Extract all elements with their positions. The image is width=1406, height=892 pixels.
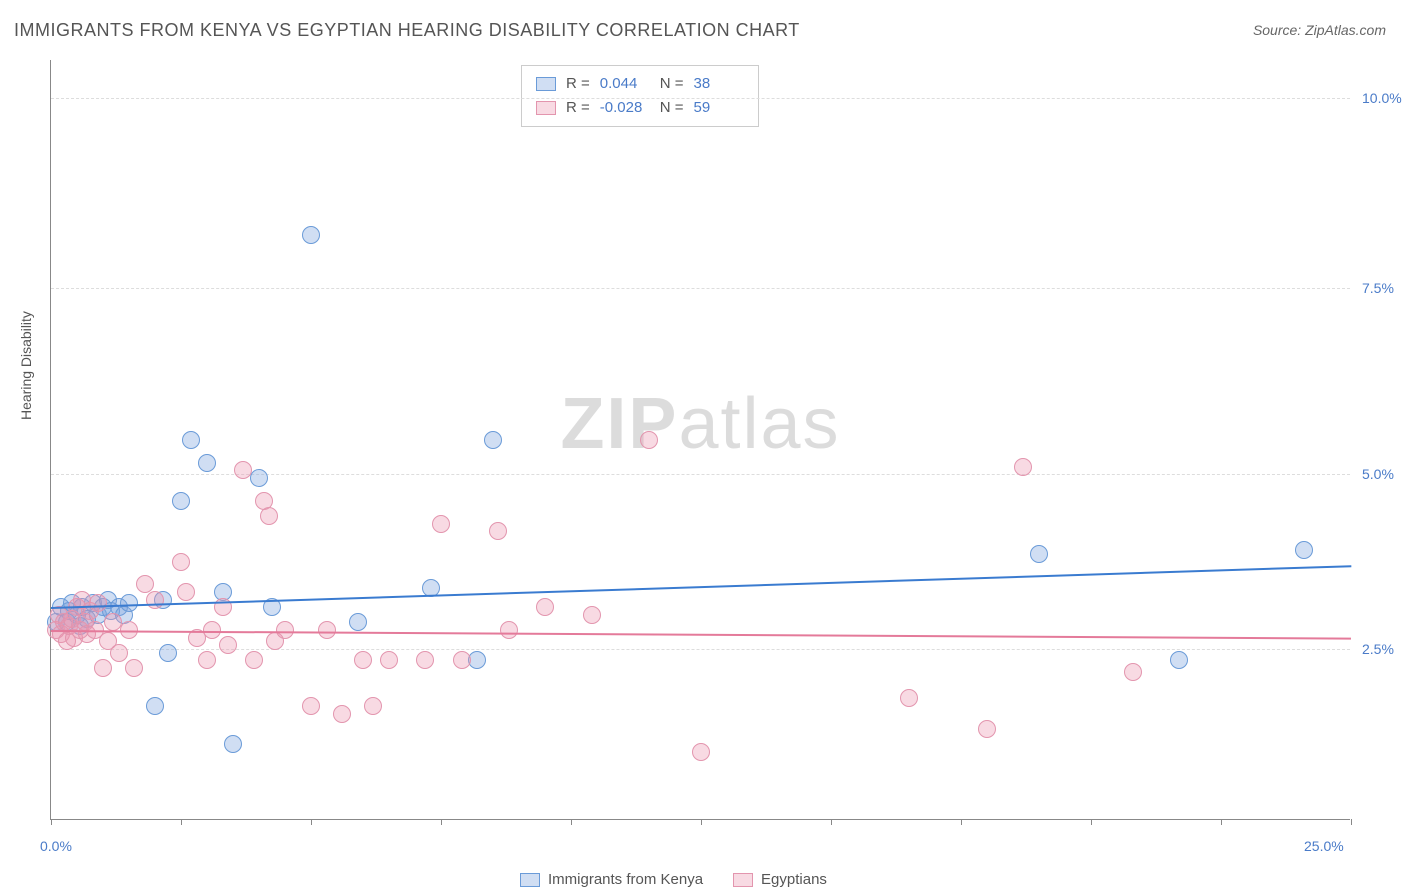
data-point bbox=[500, 621, 518, 639]
swatch-a bbox=[520, 873, 540, 887]
bottom-legend: Immigrants from Kenya Egyptians bbox=[520, 871, 827, 888]
y-tick-label: 7.5% bbox=[1362, 280, 1394, 296]
data-point bbox=[900, 689, 918, 707]
data-point bbox=[234, 461, 252, 479]
data-point bbox=[468, 651, 486, 669]
data-point bbox=[364, 697, 382, 715]
data-point bbox=[432, 515, 450, 533]
data-point bbox=[536, 598, 554, 616]
swatch-series-a bbox=[536, 77, 556, 91]
data-point bbox=[380, 651, 398, 669]
data-point bbox=[583, 606, 601, 624]
data-point bbox=[245, 651, 263, 669]
data-point bbox=[146, 591, 164, 609]
swatch-series-b bbox=[536, 101, 556, 115]
gridline bbox=[51, 288, 1350, 289]
gridline bbox=[51, 98, 1350, 99]
source-name: ZipAtlas.com bbox=[1305, 22, 1386, 38]
r-val-b: -0.028 bbox=[600, 96, 650, 120]
swatch-b bbox=[733, 873, 753, 887]
chart-title: IMMIGRANTS FROM KENYA VS EGYPTIAN HEARIN… bbox=[14, 20, 800, 41]
x-tick bbox=[571, 819, 572, 825]
x-tick bbox=[1091, 819, 1092, 825]
data-point bbox=[1295, 541, 1313, 559]
n-label-a: N = bbox=[660, 72, 684, 96]
data-point bbox=[1124, 663, 1142, 681]
data-point bbox=[250, 469, 268, 487]
data-point bbox=[276, 621, 294, 639]
y-tick-label: 10.0% bbox=[1362, 90, 1402, 106]
data-point bbox=[978, 720, 996, 738]
x-tick-label: 0.0% bbox=[40, 838, 72, 854]
watermark-bold: ZIP bbox=[560, 384, 678, 464]
r-val-a: 0.044 bbox=[600, 72, 650, 96]
x-tick bbox=[441, 819, 442, 825]
legend-label-a: Immigrants from Kenya bbox=[548, 871, 703, 888]
data-point bbox=[177, 583, 195, 601]
r-label-b: R = bbox=[566, 96, 590, 120]
source-credit: Source: ZipAtlas.com bbox=[1253, 22, 1386, 38]
data-point bbox=[640, 431, 658, 449]
data-point bbox=[198, 454, 216, 472]
legend-item-b: Egyptians bbox=[733, 871, 827, 888]
data-point bbox=[302, 697, 320, 715]
data-point bbox=[146, 697, 164, 715]
data-point bbox=[110, 644, 128, 662]
data-point bbox=[224, 735, 242, 753]
data-point bbox=[1014, 458, 1032, 476]
data-point bbox=[302, 226, 320, 244]
data-point bbox=[354, 651, 372, 669]
data-point bbox=[484, 431, 502, 449]
n-val-b: 59 bbox=[694, 96, 744, 120]
data-point bbox=[182, 431, 200, 449]
r-label-a: R = bbox=[566, 72, 590, 96]
data-point bbox=[159, 644, 177, 662]
data-point bbox=[1030, 545, 1048, 563]
x-tick bbox=[51, 819, 52, 825]
data-point bbox=[172, 553, 190, 571]
data-point bbox=[219, 636, 237, 654]
data-point bbox=[260, 507, 278, 525]
data-point bbox=[453, 651, 471, 669]
data-point bbox=[489, 522, 507, 540]
x-tick-label: 25.0% bbox=[1304, 838, 1344, 854]
plot-area: ZIPatlas R = 0.044 N = 38 R = -0.028 N =… bbox=[50, 60, 1350, 820]
stats-legend: R = 0.044 N = 38 R = -0.028 N = 59 bbox=[521, 65, 759, 127]
stats-row-a: R = 0.044 N = 38 bbox=[536, 72, 744, 96]
n-label-b: N = bbox=[660, 96, 684, 120]
data-point bbox=[89, 594, 107, 612]
data-point bbox=[125, 659, 143, 677]
stats-row-b: R = -0.028 N = 59 bbox=[536, 96, 744, 120]
chart-container: IMMIGRANTS FROM KENYA VS EGYPTIAN HEARIN… bbox=[0, 0, 1406, 892]
data-point bbox=[349, 613, 367, 631]
gridline bbox=[51, 649, 1350, 650]
data-point bbox=[333, 705, 351, 723]
data-point bbox=[172, 492, 190, 510]
x-tick bbox=[1221, 819, 1222, 825]
watermark: ZIPatlas bbox=[560, 383, 840, 465]
x-tick bbox=[181, 819, 182, 825]
y-axis-label: Hearing Disability bbox=[18, 311, 34, 420]
data-point bbox=[1170, 651, 1188, 669]
data-point bbox=[198, 651, 216, 669]
trend-line bbox=[51, 565, 1351, 609]
data-point bbox=[318, 621, 336, 639]
x-tick bbox=[961, 819, 962, 825]
y-tick-label: 5.0% bbox=[1362, 466, 1394, 482]
data-point bbox=[692, 743, 710, 761]
legend-label-b: Egyptians bbox=[761, 871, 827, 888]
data-point bbox=[94, 659, 112, 677]
x-tick bbox=[701, 819, 702, 825]
x-tick bbox=[1351, 819, 1352, 825]
data-point bbox=[416, 651, 434, 669]
trend-line bbox=[51, 630, 1351, 640]
source-prefix: Source: bbox=[1253, 22, 1305, 38]
watermark-light: atlas bbox=[678, 384, 840, 464]
y-tick-label: 2.5% bbox=[1362, 641, 1394, 657]
legend-item-a: Immigrants from Kenya bbox=[520, 871, 703, 888]
x-tick bbox=[831, 819, 832, 825]
n-val-a: 38 bbox=[694, 72, 744, 96]
x-tick bbox=[311, 819, 312, 825]
